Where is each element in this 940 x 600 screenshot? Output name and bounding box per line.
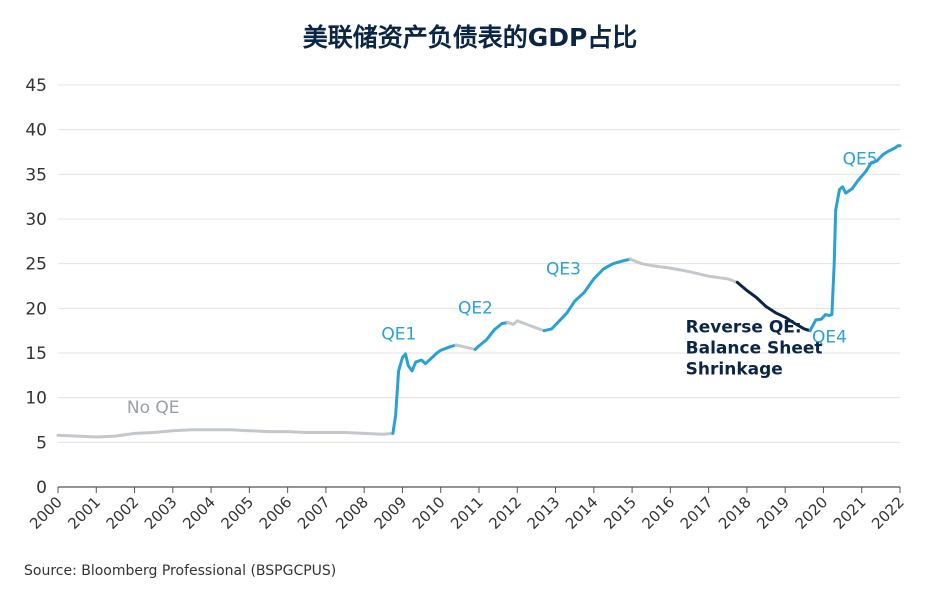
y-tick-label: 40 [25,121,47,141]
y-tick-label: 5 [36,433,47,453]
annotation-reverse-qe: Reverse QE: Balance Sheet Shrinkage [686,317,823,379]
x-tick-label: 2006 [256,493,296,533]
chart-title: 美联储资产负债表的GDP占比 [302,23,638,52]
annotation-line: QE5 [843,150,878,170]
x-tick-label: 2000 [26,493,66,533]
x-tick-label: 2019 [753,493,793,533]
annotation-line: QE1 [381,325,416,345]
x-tick-label: 2005 [217,493,257,533]
y-tick-label: 45 [25,76,47,96]
x-tick-label: 2016 [638,493,678,533]
y-tick-label: 35 [25,165,47,185]
x-tick-label: 2017 [677,493,717,533]
annotation-line: QE4 [812,327,847,347]
annotation-qe4: QE4 [812,327,847,347]
x-tick-label: 2010 [409,493,449,533]
x-tick-label: 2004 [179,493,219,533]
x-tick-label: 2011 [447,493,487,533]
x-tick-label: 2014 [562,493,602,533]
annotation-qe3: QE3 [546,259,581,279]
source-note: Source: Bloomberg Professional (BSPGCPUS… [24,563,337,579]
x-tick-label: 2007 [294,493,334,533]
annotation-qe2: QE2 [458,299,493,319]
y-tick-label: 25 [25,255,47,275]
annotation-line: Shrinkage [686,359,783,379]
annotation-qe1: QE1 [381,325,416,345]
annotations: No QE QE1 QE2 QE3 Reverse QE: Balance Sheet Sh… [127,150,878,418]
annotation-qe5: QE5 [843,150,878,170]
x-tick-label: 2002 [103,493,143,533]
y-tick-label: 10 [25,389,47,409]
x-tick-label: 2021 [830,493,870,533]
series-line-segment-4 [506,319,546,333]
annotation-line: Balance Sheet [686,338,823,358]
x-tick-label: 2008 [332,493,372,533]
x-tick-label: 2015 [600,493,640,533]
series-line-qe2 [473,321,510,351]
y-tick-label: 0 [36,478,47,498]
gridlines [58,84,900,443]
annotation-no-qe: No QE [127,398,180,418]
annotation-line: QE3 [546,259,581,279]
annotation-line: QE2 [458,299,493,319]
series-line-no-qe [56,428,395,439]
y-tick-label: 30 [25,210,47,230]
y-tick-label: 15 [25,344,47,364]
x-tick-label: 2018 [715,493,755,533]
series-line-qe3 [542,257,632,333]
x-tick-label: 2003 [141,493,181,533]
annotation-line: No QE [127,398,180,418]
series-lines [56,144,902,439]
series-line-segment-6 [628,257,739,284]
x-tick-label: 2001 [64,493,104,533]
series-line-qe4 [808,208,838,333]
annotation-line: Reverse QE: [686,317,802,337]
series-line-segment-2 [454,343,477,351]
x-tick-label: 2013 [524,493,564,533]
series-line-qe5 [834,144,902,212]
x-tick-label: 2022 [868,493,908,533]
x-tick-label: 2020 [792,493,832,533]
series-line-qe1 [391,343,458,435]
x-tick-label: 2009 [371,493,411,533]
y-tick-label: 20 [25,299,47,319]
series-line-reverse-qe [735,280,812,333]
x-tick-label: 2012 [485,493,525,533]
